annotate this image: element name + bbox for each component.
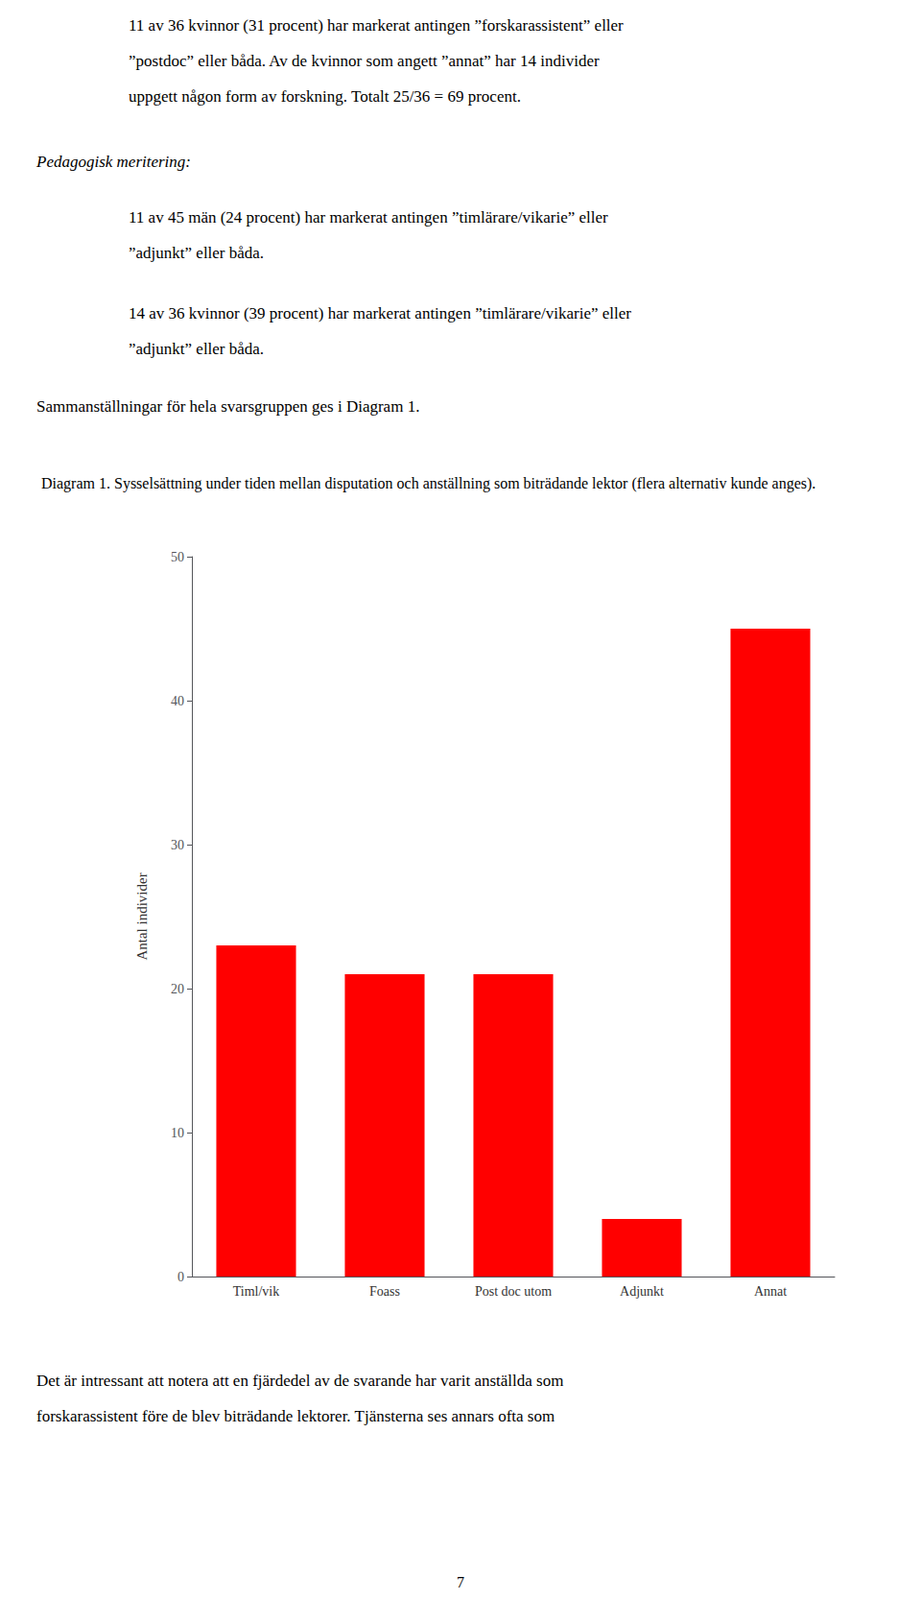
svg-text:7: 7: [456, 1573, 465, 1590]
svg-text:uppgett någon form av forsknin: uppgett någon form av forskning. Totalt …: [128, 87, 521, 106]
svg-text:Adjunkt: Adjunkt: [619, 1283, 664, 1299]
svg-text:”adjunkt” eller båda.: ”adjunkt” eller båda.: [128, 339, 264, 358]
svg-text:”postdoc” eller båda. Av de kv: ”postdoc” eller båda. Av de kvinnor som …: [128, 51, 600, 71]
svg-text:11 av 45 män (24 procent) har: 11 av 45 män (24 procent) har markerat a…: [128, 208, 609, 227]
svg-text:Diagram 1. Sysselsättning unde: Diagram 1. Sysselsättning under tiden me…: [41, 474, 816, 493]
svg-text:14 av 36 kvinnor (39 procent): 14 av 36 kvinnor (39 procent) har marker…: [128, 304, 632, 323]
svg-text:Det är intressant att notera a: Det är intressant att notera att en fjär…: [36, 1370, 564, 1390]
svg-text:0: 0: [177, 1269, 185, 1284]
svg-text:Foass: Foass: [369, 1283, 401, 1299]
svg-text:20: 20: [170, 981, 185, 996]
svg-text:Pedagogisk meritering:: Pedagogisk meritering:: [35, 152, 191, 171]
svg-text:forskarassistent före de blev: forskarassistent före de blev biträdande…: [36, 1406, 555, 1425]
svg-text:10: 10: [170, 1125, 185, 1140]
svg-text:11 av 36 kvinnor (31 procent): 11 av 36 kvinnor (31 procent) har marker…: [128, 16, 624, 35]
svg-text:30: 30: [170, 837, 185, 852]
svg-text:Annat: Annat: [754, 1283, 787, 1299]
svg-text:Sammanställningar för hela sva: Sammanställningar för hela svarsgruppen …: [36, 397, 420, 416]
svg-text:50: 50: [170, 549, 185, 565]
svg-text:40: 40: [170, 693, 185, 709]
svg-text:Timl/vik: Timl/vik: [233, 1283, 281, 1299]
svg-text:Post doc utom: Post doc utom: [474, 1283, 552, 1299]
svg-text:Antal individer: Antal individer: [134, 872, 150, 960]
svg-text:”adjunkt” eller båda.: ”adjunkt” eller båda.: [128, 243, 264, 262]
